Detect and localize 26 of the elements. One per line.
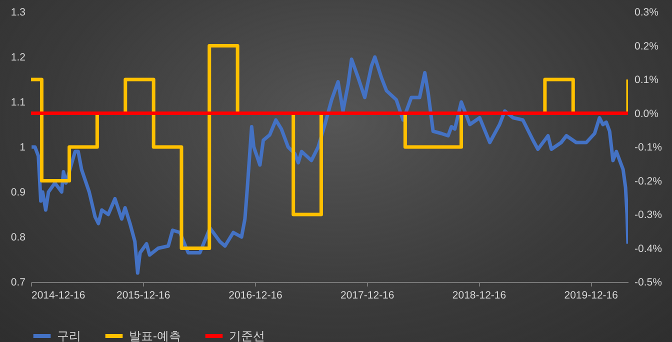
x-tick-label: 2017-12-16	[340, 290, 394, 302]
legend-label: 발표-예측	[129, 329, 181, 342]
y2-tick-label: -0.5%	[634, 276, 662, 288]
legend-label: 기준선	[229, 329, 265, 342]
y2-tick-label: 0.3%	[634, 6, 658, 18]
y-tick-label: 0.7	[10, 276, 26, 288]
x-tick-label: 2014-12-16	[32, 290, 86, 302]
y2-tick-label: -0.4%	[634, 242, 662, 255]
x-tick-label: 2018-12-16	[452, 290, 506, 302]
y-tick-label: 0.8	[10, 232, 26, 244]
y-tick-label: 1.2	[10, 52, 26, 64]
y2-tick-label: -0.3%	[634, 209, 662, 221]
x-tick-label: 2016-12-16	[228, 290, 283, 302]
y2-tick-label: 0.1%	[634, 74, 658, 86]
x-tick-label: 2015-12-16	[116, 290, 170, 302]
y-tick-label: 1.1	[10, 96, 26, 108]
y2-tick-label: 0.2%	[634, 40, 658, 52]
y-tick-label: 0.9	[10, 186, 26, 198]
line-series	[31, 55, 628, 275]
y2-tick-label: 0.0%	[634, 108, 658, 120]
y2-tick-label: -0.2%	[634, 175, 662, 188]
x-tick-label: 2019-12-16	[564, 290, 618, 302]
y2-tick-label: -0.1%	[634, 142, 662, 154]
y-tick-label: 1.3	[10, 6, 26, 18]
y-tick-label: 1	[20, 142, 26, 154]
legend-label: 구리	[57, 329, 81, 342]
